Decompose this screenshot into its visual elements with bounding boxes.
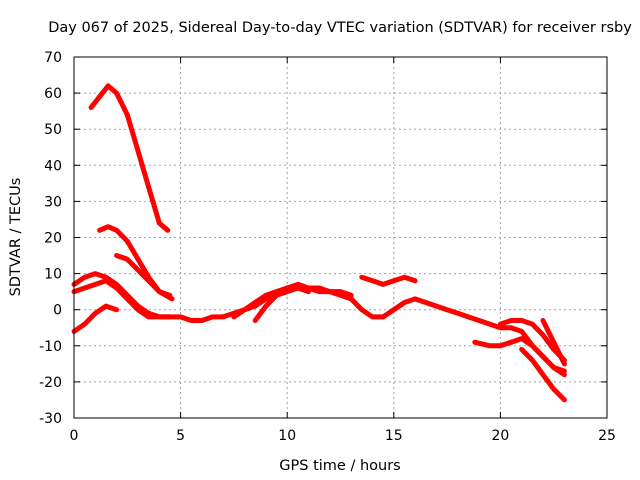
series-line-track-11 [497,318,567,363]
grid [74,57,607,418]
axis-ticks: 0 5 10 15 20 25 -30 -20 -10 0 10 20 30 40 50 60 70 [39,50,616,444]
y-tick-label: 20 [44,231,62,247]
series-line-track-3 [71,278,567,374]
series-line-track-13 [540,318,567,367]
y-tick-label: 30 [44,194,62,210]
y-tick-label: 70 [44,50,62,66]
x-tick-label: 15 [385,428,403,444]
y-axis-label: SDTVAR / TECUs [8,178,24,297]
series-line-track-4 [88,83,171,233]
series-line-track-1 [71,303,120,334]
chart-title: Day 067 of 2025, Sidereal Day-to-day VTE… [48,20,632,36]
y-tick-label: -10 [39,339,62,355]
y-tick-label: 60 [44,86,62,102]
y-tick-label: 50 [44,122,62,138]
y-tick-label: -30 [39,411,62,427]
y-tick-label: 10 [44,267,62,283]
y-tick-label: -20 [39,375,62,391]
x-tick-label: 25 [598,428,616,444]
series-layer [71,83,567,403]
x-tick-label: 0 [70,428,79,444]
series-line-track-6 [114,253,173,298]
x-tick-label: 10 [278,428,296,444]
series-line-track-10 [472,336,567,378]
series-line-track-12 [519,346,567,403]
series-line-track-8 [252,285,311,323]
x-tick-label: 20 [491,428,509,444]
y-tick-label: 0 [53,303,62,319]
x-tick-label: 5 [176,428,185,444]
x-axis-label: GPS time / hours [279,458,400,474]
series-line-track-9 [359,274,418,287]
y-tick-label: 40 [44,158,62,174]
